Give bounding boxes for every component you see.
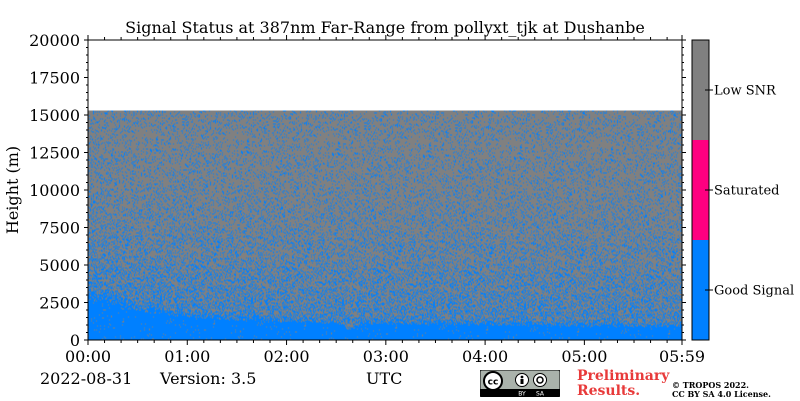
x-tick-label: 05:59 (659, 347, 705, 366)
cc-license-badge: cc BY SA (479, 369, 561, 398)
y-axis: 0 2500 5000 7500 10000 12500 15000 17500 20000 (29, 31, 686, 350)
y-tick-label: 12500 (29, 144, 80, 163)
preliminary-line-2: Results. (577, 383, 641, 399)
cc-logo-icon (483, 371, 503, 391)
copyright-line-2: CC BY SA 4.0 License. (672, 389, 771, 399)
y-tick-label: 15000 (29, 106, 80, 125)
cc-logo-text: cc (488, 378, 499, 388)
colorbar-label: Good Signal (714, 284, 794, 299)
colorbar: Good Signal Saturated Low SNR (691, 39, 794, 341)
colorbar-segment (692, 40, 709, 140)
x-tick-label: 05:00 (561, 347, 607, 366)
x-tick-label: 03:00 (363, 347, 409, 366)
chart-title: Signal Status at 387nm Far-Range from po… (125, 18, 645, 37)
x-tick-label: 00:00 (65, 347, 111, 366)
colorbar-segment (692, 240, 709, 340)
x-axis-label: UTC (366, 369, 403, 388)
colorbar-segment (692, 140, 709, 240)
y-tick-label: 2500 (39, 294, 80, 313)
y-tick-label: 20000 (29, 31, 80, 50)
sa-label: SA (536, 391, 545, 398)
by-label: BY (518, 391, 526, 398)
footer-version: Version: 3.5 (160, 369, 257, 388)
y-tick-label: 0 (70, 331, 80, 350)
colorbar-label: Low SNR (714, 84, 777, 99)
preliminary-line-1: Preliminary (577, 368, 670, 384)
y-tick-label: 10000 (29, 181, 80, 200)
x-tick-label: 02:00 (263, 347, 309, 366)
colorbar-label: Saturated (714, 184, 779, 199)
y-tick-label: 7500 (39, 219, 80, 238)
sa-share-alike-icon (533, 373, 547, 387)
colorbar-frame (691, 39, 710, 341)
x-axis: 00:00 01:00 02:00 03:00 04:00 05:00 05:59 (65, 35, 705, 366)
x-tick-label: 04:00 (462, 347, 508, 366)
footer-date: 2022-08-31 (40, 369, 133, 388)
y-tick-label: 5000 (39, 256, 80, 275)
x-tick-label: 01:00 (164, 347, 210, 366)
y-tick-label: 17500 (29, 69, 80, 88)
y-axis-label: Height (m) (3, 146, 22, 234)
plot-area (87, 39, 683, 341)
copyright-line-1: © TROPOS 2022. (672, 380, 749, 390)
signal-heatmap (88, 110, 682, 341)
